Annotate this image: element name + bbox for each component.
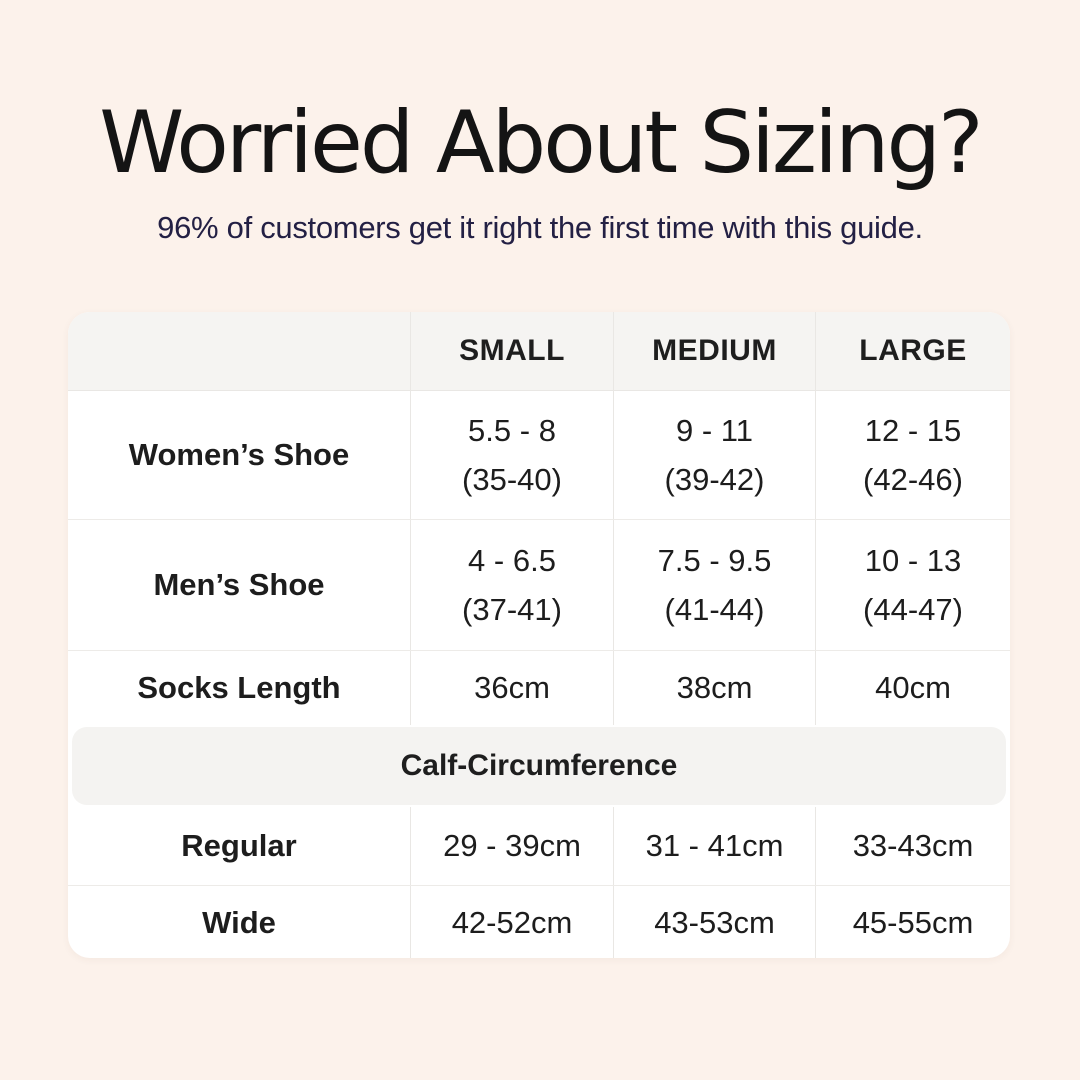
row-label-regular: Regular (181, 828, 297, 863)
table-cell-socks-medium: 38cm (613, 651, 815, 725)
cell-value: 38cm (676, 670, 753, 705)
table-cell-womens-small: 5.5 - 8 (35-40) (410, 391, 613, 519)
table-row-wide: Wide 42-52cm 43-53cm 45-55cm (68, 885, 1010, 958)
cell-value-line2: (37-41) (462, 591, 562, 627)
table-row-socks-length: Socks Length 36cm 38cm 40cm (68, 650, 1010, 725)
table-cell-regular-large: 33-43cm (815, 807, 1010, 885)
table-cell-mens-large: 10 - 13 (44-47) (815, 520, 1010, 650)
size-guide-table: SMALL MEDIUM LARGE Women’s Shoe 5.5 - 8 … (68, 312, 1010, 958)
cell-value-line1: 7.5 - 9.5 (657, 542, 772, 578)
cell-value-line2: (44-47) (863, 591, 963, 627)
table-cell-womens-medium: 9 - 11 (39-42) (613, 391, 815, 519)
cell-value: 31 - 41cm (645, 828, 784, 863)
cell-value: 29 - 39cm (443, 828, 581, 863)
table-header-row: SMALL MEDIUM LARGE (68, 312, 1010, 391)
page-subtitle: 96% of customers get it right the first … (157, 210, 923, 245)
header-empty-cell (68, 312, 410, 390)
table-cell-wide-large: 45-55cm (815, 886, 1010, 958)
table-row-womens-shoe: Women’s Shoe 5.5 - 8 (35-40) 9 - 11 (39-… (68, 391, 1010, 519)
page-title: Worried About Sizing? (99, 93, 983, 193)
cell-value: 40cm (875, 670, 951, 705)
table-cell-regular-medium: 31 - 41cm (613, 807, 815, 885)
cell-value-line1: 4 - 6.5 (468, 542, 556, 578)
table-cell-womens-large: 12 - 15 (42-46) (815, 391, 1010, 519)
calf-circumference-section: Calf-Circumference (68, 725, 1010, 807)
table-cell-socks-small: 36cm (410, 651, 613, 725)
row-label-mens-shoe: Men’s Shoe (153, 567, 325, 602)
cell-value: 43-53cm (654, 905, 775, 940)
cell-value-line2: (41-44) (664, 591, 765, 627)
cell-value-line1: 12 - 15 (864, 412, 962, 448)
cell-value-line2: (35-40) (462, 461, 562, 497)
cell-value: 33-43cm (852, 828, 974, 863)
cell-value-line2: (39-42) (664, 461, 765, 497)
column-header-large: LARGE (815, 312, 1010, 390)
cell-value-line1: 9 - 11 (676, 412, 753, 448)
table-row-mens-shoe: Men’s Shoe 4 - 6.5 (37-41) 7.5 - 9.5 (41… (68, 519, 1010, 650)
table-cell-mens-medium: 7.5 - 9.5 (41-44) (613, 520, 815, 650)
table-cell-wide-medium: 43-53cm (613, 886, 815, 958)
cell-value: 42-52cm (451, 905, 573, 940)
table-row-regular: Regular 29 - 39cm 31 - 41cm 33-43cm (68, 807, 1010, 885)
cell-value-line1: 10 - 13 (864, 542, 962, 578)
column-header-small: SMALL (410, 312, 613, 390)
column-header-medium: MEDIUM (613, 312, 815, 390)
row-label-womens-shoe: Women’s Shoe (128, 437, 350, 472)
cell-value: 36cm (474, 670, 550, 705)
row-label-socks-length: Socks Length (137, 670, 341, 705)
cell-value-line2: (42-46) (863, 461, 963, 497)
cell-value: 45-55cm (852, 905, 974, 940)
row-label-wide: Wide (202, 905, 276, 940)
table-cell-mens-small: 4 - 6.5 (37-41) (410, 520, 613, 650)
cell-value-line1: 5.5 - 8 (468, 412, 556, 448)
table-cell-regular-small: 29 - 39cm (410, 807, 613, 885)
table-cell-socks-large: 40cm (815, 651, 1010, 725)
table-cell-wide-small: 42-52cm (410, 886, 613, 958)
calf-circumference-band: Calf-Circumference (72, 727, 1006, 805)
